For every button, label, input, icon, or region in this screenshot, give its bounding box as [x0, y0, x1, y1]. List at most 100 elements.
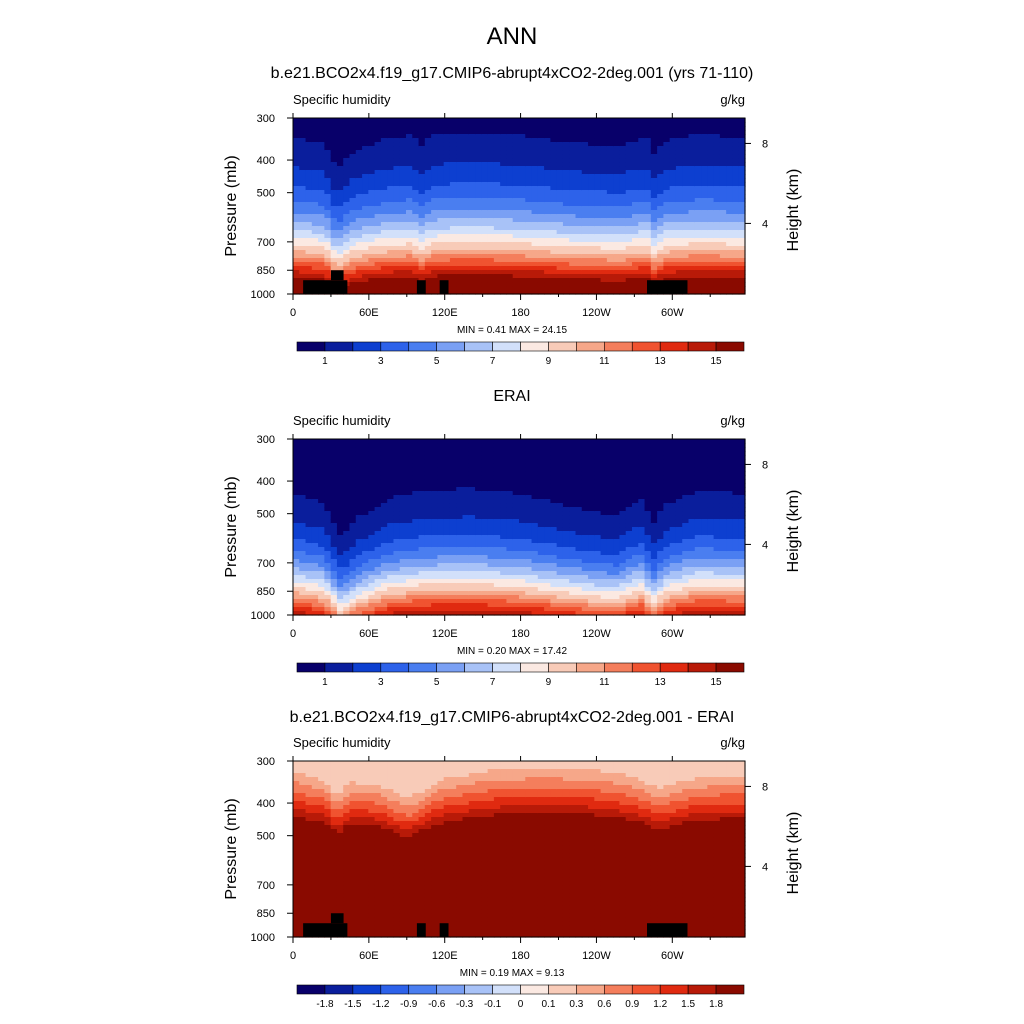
field-cell [324, 122, 332, 127]
field-cell [537, 475, 545, 480]
field-cell [506, 595, 514, 600]
field-cell [738, 242, 746, 247]
field-cell [562, 134, 570, 139]
field-cell [468, 451, 476, 456]
field-cell [324, 491, 332, 496]
field-cell [406, 234, 413, 239]
field-cell [531, 146, 539, 151]
field-cell [625, 238, 633, 243]
field-cell [362, 479, 369, 484]
field-cell [355, 459, 363, 464]
field-cell [305, 567, 313, 572]
field-cell [562, 130, 570, 135]
field-cell [311, 134, 319, 139]
field-cell [600, 158, 608, 163]
field-cell [431, 527, 438, 532]
field-cell [393, 579, 401, 584]
field-cell [719, 270, 727, 275]
field-cell [594, 246, 602, 251]
field-cell [525, 499, 533, 504]
field-cell [418, 611, 426, 616]
field-cell [362, 242, 369, 247]
field-cell [431, 262, 438, 267]
field-cell [318, 483, 325, 488]
field-cell [694, 290, 702, 295]
field-cell [493, 218, 501, 223]
field-cell [368, 519, 376, 524]
field-cell [437, 595, 445, 600]
field-cell [468, 507, 476, 512]
field-cell [738, 258, 746, 263]
field-cell [493, 174, 501, 179]
field-cell [431, 250, 438, 255]
field-cell [362, 286, 369, 291]
field-cell [500, 118, 508, 123]
field-cell [311, 242, 319, 247]
field-cell [475, 471, 482, 476]
field-cell [581, 210, 589, 215]
field-cell [625, 234, 633, 239]
field-cell [644, 190, 652, 195]
field-cell [613, 158, 621, 163]
field-cell [449, 551, 457, 556]
field-cell [349, 210, 357, 215]
field-cell [387, 587, 395, 592]
field-cell [525, 234, 533, 239]
field-cell [506, 266, 514, 271]
field-cell [305, 607, 313, 612]
field-cell [305, 154, 313, 159]
field-cell [305, 170, 313, 175]
field-cell [343, 182, 351, 187]
field-cell [418, 459, 426, 464]
field-cell [531, 551, 539, 556]
field-cell [443, 194, 451, 199]
field-cell [487, 142, 495, 147]
field-cell [512, 162, 520, 167]
field-cell [550, 162, 558, 167]
field-cell [418, 122, 426, 127]
field-cell [380, 258, 388, 263]
field-cell [600, 214, 608, 219]
field-cell [412, 471, 420, 476]
field-cell [424, 603, 432, 608]
field-cell [349, 182, 357, 187]
field-cell [443, 246, 451, 251]
field-cell [562, 182, 570, 187]
field-cell [481, 290, 489, 295]
field-cell [525, 535, 533, 540]
field-cell [644, 134, 652, 139]
field-cell [387, 254, 395, 259]
field-cell [399, 591, 407, 596]
field-cell [525, 495, 533, 500]
field-cell [537, 451, 545, 456]
field-cell [550, 202, 558, 207]
field-cell [462, 495, 470, 500]
field-cell [443, 491, 451, 496]
field-cell [726, 170, 734, 175]
field-cell [550, 266, 558, 271]
field-cell [456, 567, 464, 572]
field-cell [682, 182, 690, 187]
field-cell [456, 290, 464, 295]
field-cell [632, 126, 639, 131]
field-cell [537, 519, 545, 524]
field-cell [713, 234, 721, 239]
field-cell [443, 471, 451, 476]
field-cell [732, 194, 740, 199]
field-cell [675, 178, 683, 183]
field-cell [406, 226, 413, 231]
field-cell [412, 499, 420, 504]
field-cell [550, 290, 558, 295]
field-cell [424, 467, 432, 472]
field-cell [311, 467, 319, 472]
field-cell [374, 138, 382, 143]
field-cell [343, 202, 351, 207]
field-cell [619, 238, 627, 243]
field-cell [506, 206, 514, 211]
field-cell [443, 122, 451, 127]
field-cell [412, 258, 420, 263]
field-cell [374, 507, 382, 512]
field-cell [324, 174, 332, 179]
field-cell [336, 138, 344, 143]
field-cell [456, 547, 464, 552]
